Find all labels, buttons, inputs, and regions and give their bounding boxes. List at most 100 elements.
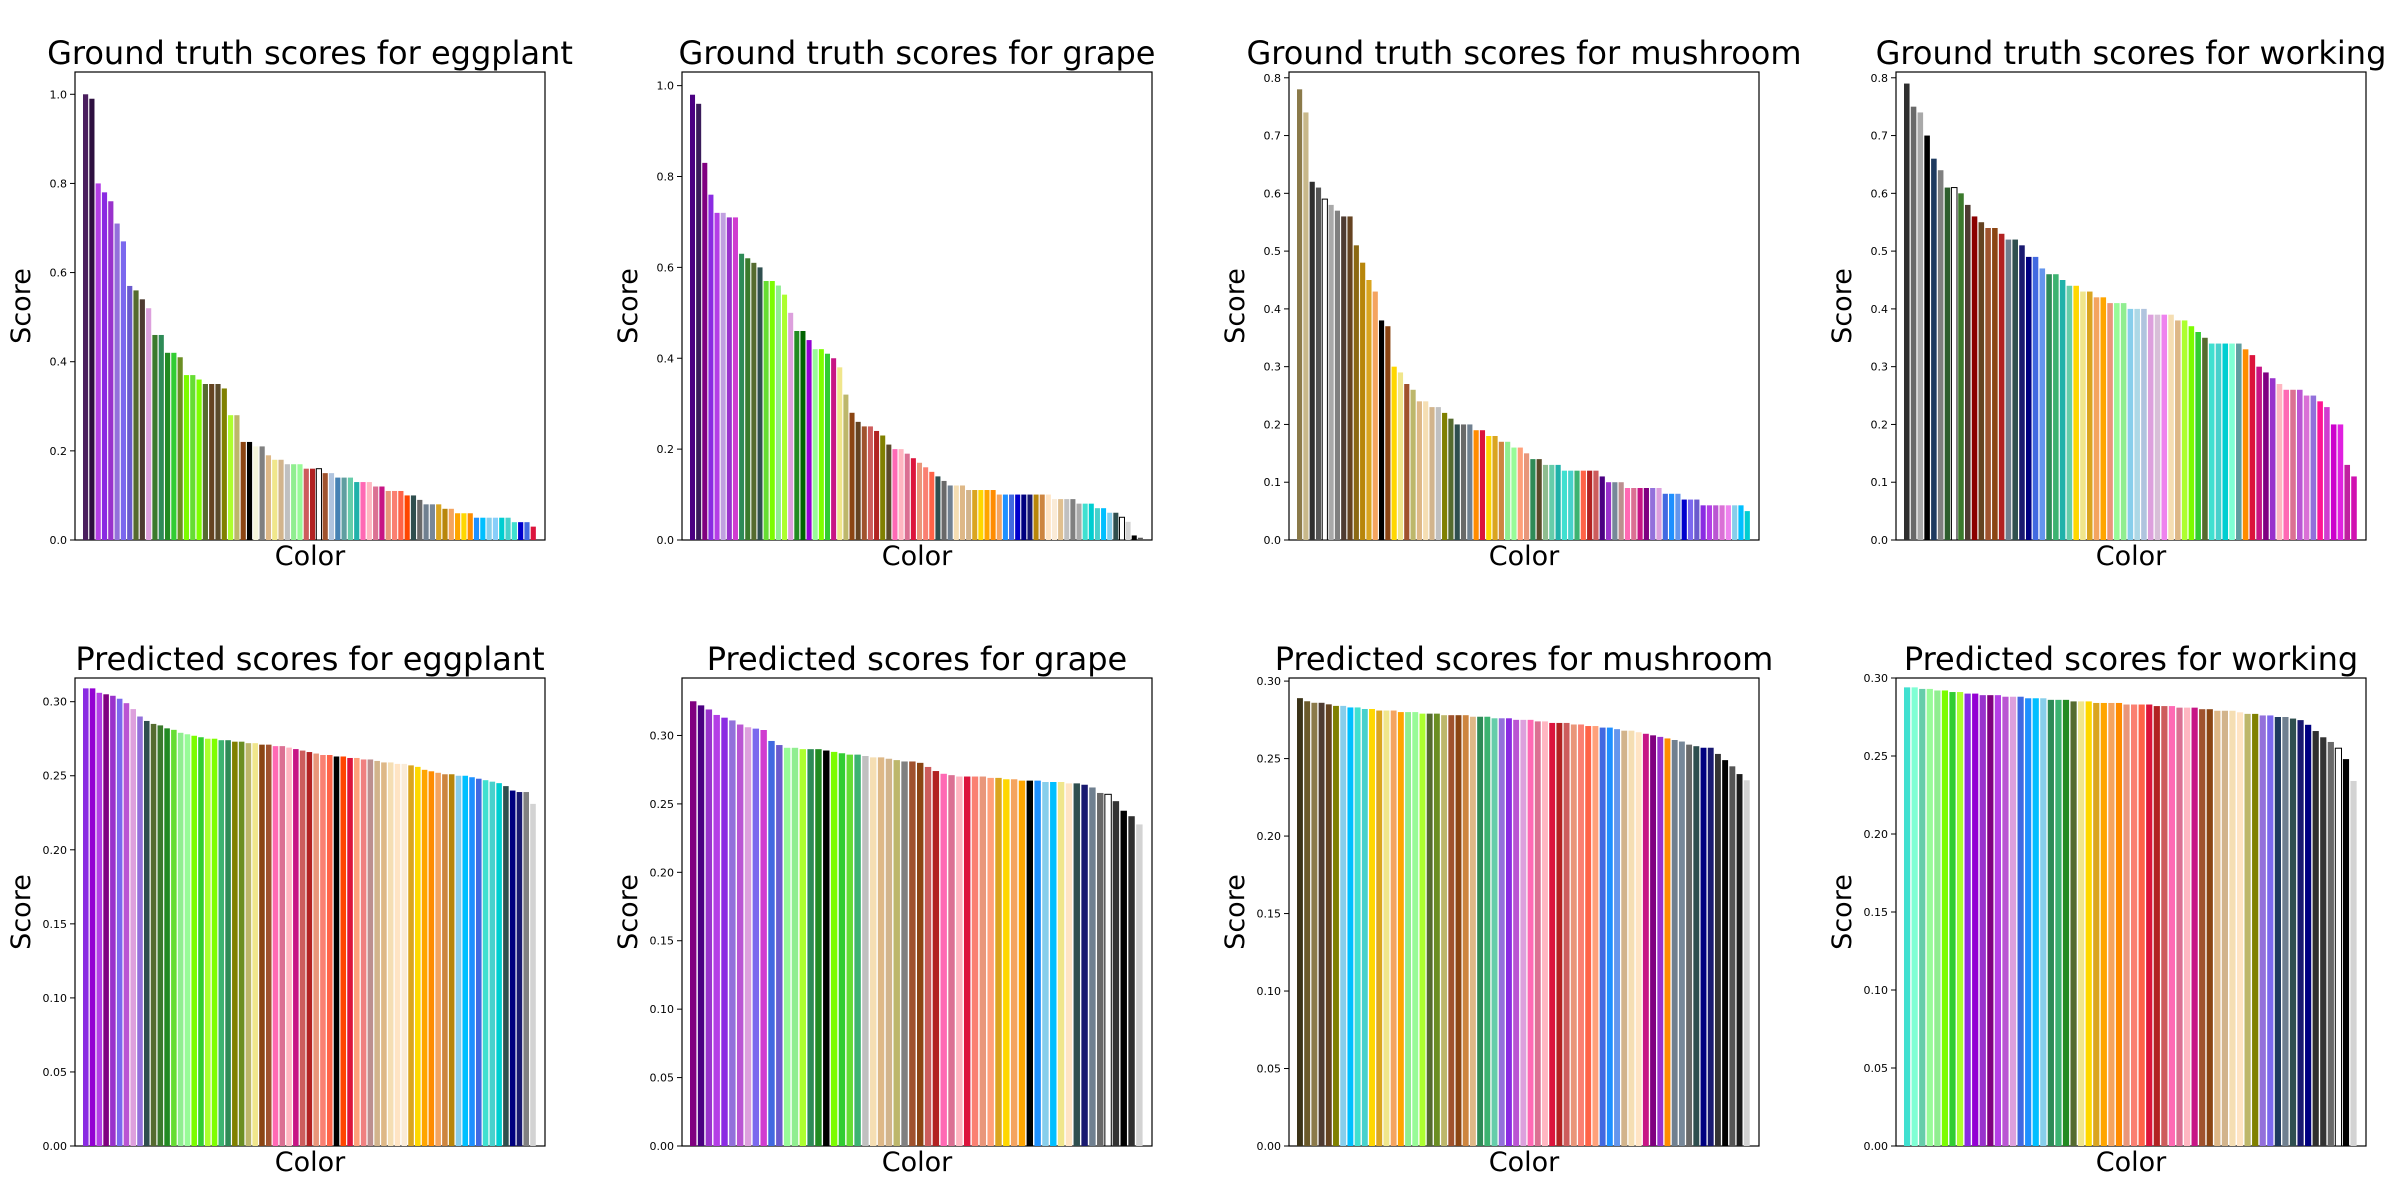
bar [284, 464, 290, 540]
bar [1486, 436, 1492, 540]
bar [1435, 407, 1441, 540]
bar [1361, 708, 1368, 1146]
bar [428, 771, 435, 1146]
y-tick-label: 0.05 [1864, 1062, 1889, 1075]
bar [152, 334, 158, 540]
bar [83, 94, 89, 540]
bar [1924, 135, 1930, 540]
bar [1530, 459, 1536, 540]
bar [2297, 720, 2304, 1146]
bar [1979, 695, 1986, 1146]
bar [2269, 378, 2276, 540]
bar [2242, 349, 2249, 540]
bar [2176, 707, 2183, 1146]
y-axis-label: Score [6, 874, 37, 950]
bar [253, 446, 259, 540]
bar [1378, 320, 1385, 540]
bar [901, 761, 908, 1146]
bar [1964, 204, 1971, 540]
chart-panel: 0.00 0.05 0.10 0.15 0.20 0.25 0.30 Predicted sc… [613, 640, 1153, 1178]
bar [1360, 262, 1366, 540]
bar [398, 490, 404, 540]
bar [150, 723, 157, 1146]
bar [1309, 181, 1315, 540]
bar [1568, 470, 1574, 540]
y-tick-label: 0.20 [43, 844, 68, 857]
bar [714, 212, 720, 540]
bar [1321, 198, 1328, 541]
y-tick-label: 0.00 [1257, 1140, 1282, 1153]
bar [496, 783, 502, 1146]
y-tick-label: 0.8 [1264, 72, 1282, 85]
bar [1671, 739, 1678, 1146]
bar [1498, 718, 1505, 1146]
bar [1391, 366, 1397, 540]
bar [2267, 715, 2274, 1146]
bar [823, 750, 830, 1146]
bar [1612, 482, 1618, 540]
chart-title: Ground truth scores for mushroom [1246, 34, 1801, 72]
y-tick-label: 0.00 [1864, 1140, 1889, 1153]
chart-panel: 0.00 0.05 0.10 0.15 0.20 0.25 0.30 Predicted sc… [1827, 640, 2367, 1178]
bar [849, 412, 855, 540]
bar [1637, 488, 1643, 540]
bar [1599, 727, 1606, 1146]
bar [461, 513, 467, 540]
bar [2025, 256, 2032, 540]
bar [1992, 228, 1998, 540]
bar [2206, 709, 2213, 1146]
bar [1570, 724, 1577, 1146]
bar [2070, 701, 2077, 1146]
bar [990, 490, 996, 540]
bar [157, 725, 164, 1146]
bar [1972, 693, 1979, 1146]
y-tick-label: 0.10 [1864, 984, 1889, 997]
bar [2249, 355, 2256, 540]
bar [486, 517, 492, 540]
bar [2100, 702, 2107, 1146]
bar [2147, 314, 2154, 540]
bar [1469, 716, 1476, 1146]
y-tick-label: 0.15 [1864, 906, 1889, 919]
bar [846, 754, 853, 1146]
bar [979, 776, 987, 1146]
bar [1631, 488, 1637, 540]
bar [2059, 280, 2066, 540]
chart-title: Predicted scores for eggplant [75, 640, 544, 678]
bar [1297, 698, 1303, 1146]
bar [2244, 713, 2251, 1146]
bar [1599, 476, 1605, 540]
bar [2146, 704, 2153, 1146]
bar [1949, 692, 1956, 1146]
bar [2320, 737, 2327, 1146]
bar [2195, 332, 2201, 540]
bar [877, 757, 885, 1146]
bar [2297, 389, 2303, 540]
bar [354, 482, 360, 540]
bar [1681, 499, 1687, 540]
bar [1467, 424, 1473, 540]
y-axis-label: Score [6, 268, 37, 344]
bar [347, 757, 353, 1146]
bar [503, 786, 509, 1146]
bar [838, 753, 846, 1146]
bar [394, 763, 401, 1146]
bar [2229, 710, 2236, 1146]
y-tick-label: 0.0 [1264, 534, 1282, 547]
bar [947, 485, 953, 540]
bar [2025, 698, 2032, 1146]
bar [2134, 308, 2140, 540]
bar [467, 513, 473, 540]
bar [340, 756, 347, 1146]
bar [996, 494, 1002, 540]
bar [2066, 285, 2073, 540]
bar [1606, 727, 1613, 1146]
bar [209, 384, 215, 540]
bar [2188, 326, 2195, 540]
bar [1744, 511, 1750, 540]
bar [1511, 447, 1517, 540]
bar [272, 746, 279, 1146]
bar [1010, 779, 1018, 1146]
bar [1454, 424, 1460, 540]
bar [1964, 693, 1971, 1146]
